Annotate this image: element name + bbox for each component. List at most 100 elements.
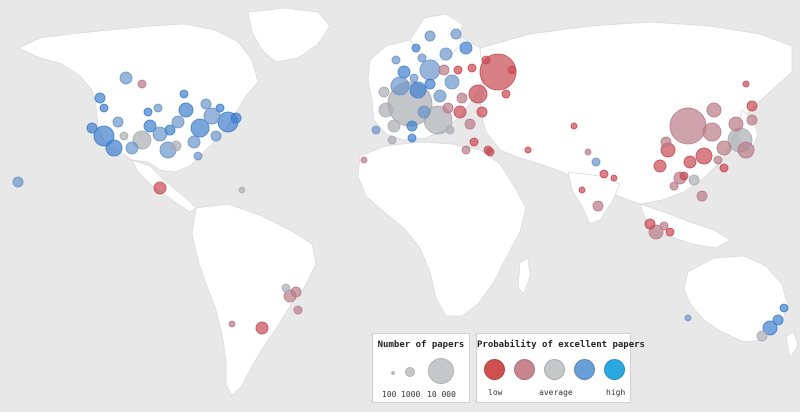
paper-bubble: [453, 105, 467, 119]
paper-bubble: [187, 135, 201, 149]
paper-bubble: [599, 169, 609, 179]
paper-bubble: [178, 102, 194, 118]
paper-bubble: [696, 190, 708, 202]
prob-swatch-4: [574, 359, 595, 380]
paper-bubble: [461, 145, 471, 155]
paper-bubble: [293, 305, 303, 315]
india: [567, 171, 621, 225]
prob-swatch-1: [484, 359, 505, 380]
paper-bubble: [417, 105, 431, 119]
size-label-10000: 10 000: [427, 390, 456, 399]
paper-bubble: [143, 107, 153, 117]
paper-bubble: [125, 141, 139, 155]
paper-bubble: [610, 174, 618, 182]
paper-bubble: [779, 303, 789, 313]
paper-bubble: [360, 156, 368, 164]
paper-bubble: [584, 148, 592, 156]
paper-bubble: [507, 65, 517, 75]
legend-probability: Probability of excellent papers low aver…: [476, 333, 645, 403]
paper-bubble: [228, 320, 236, 328]
paper-bubble: [453, 65, 463, 75]
paper-bubble: [179, 89, 189, 99]
paper-bubble: [424, 78, 436, 90]
paper-bubble: [669, 107, 707, 145]
prob-swatch-5: [604, 359, 625, 380]
paper-bubble: [591, 157, 601, 167]
paper-bubble: [485, 147, 495, 157]
size-label-1000: 1000: [401, 390, 421, 399]
paper-bubble: [290, 286, 302, 298]
paper-bubble: [215, 103, 225, 113]
paper-bubble: [653, 159, 667, 173]
paper-bubble: [86, 122, 98, 134]
paper-bubble: [578, 186, 586, 194]
paper-bubble: [409, 73, 419, 83]
paper-bubble: [137, 79, 147, 89]
paper-bubble: [390, 76, 410, 96]
paper-bubble: [438, 64, 450, 76]
paper-bubble: [679, 171, 689, 181]
paper-bubble: [746, 114, 758, 126]
size-label-100: 100: [382, 390, 397, 399]
paper-bubble: [665, 227, 675, 237]
paper-bubble: [406, 120, 418, 132]
paper-bubble: [481, 55, 491, 65]
paper-bubble: [378, 86, 390, 98]
paper-bubble: [659, 221, 669, 231]
paper-bubble: [387, 135, 397, 145]
prob-label-low: low: [488, 388, 503, 397]
paper-bubble: [456, 92, 468, 104]
paper-bubble: [99, 103, 109, 113]
paper-bubble: [190, 118, 210, 138]
paper-bubble: [433, 89, 447, 103]
paper-bubble: [132, 130, 152, 150]
paper-bubble: [423, 105, 453, 135]
paper-bubble: [371, 125, 381, 135]
paper-bubble: [171, 115, 185, 129]
paper-bubble: [170, 140, 182, 152]
paper-bubble: [467, 63, 477, 73]
paper-bubble: [728, 116, 744, 132]
paper-bubble: [702, 122, 722, 142]
paper-bubble: [439, 47, 453, 61]
paper-bubble: [695, 147, 713, 165]
paper-bubble: [713, 155, 723, 165]
paper-bubble: [12, 176, 24, 188]
paper-bubble: [524, 146, 532, 154]
size-swatch-10000: [428, 358, 454, 384]
paper-bubble: [450, 28, 462, 40]
south-america: [191, 203, 317, 397]
legend-number-of-papers: Number of papers 100 1000 10 000: [372, 333, 470, 403]
paper-bubble: [445, 125, 455, 135]
prob-label-high: high: [606, 388, 626, 397]
prob-swatch-3: [544, 359, 565, 380]
paper-bubble: [119, 131, 129, 141]
greenland: [247, 7, 331, 63]
paper-bubble: [407, 133, 417, 143]
paper-bubble: [476, 106, 488, 118]
paper-bubble: [501, 89, 511, 99]
paper-bubble: [716, 140, 732, 156]
paper-bubble: [570, 122, 578, 130]
paper-bubble: [193, 151, 203, 161]
paper-bubble: [411, 43, 421, 53]
paper-bubble: [255, 321, 269, 335]
paper-bubble: [391, 55, 401, 65]
prob-label-average: average: [539, 388, 573, 397]
paper-bubble: [737, 141, 755, 159]
paper-bubble: [683, 155, 697, 169]
paper-bubble: [210, 130, 222, 142]
paper-bubble: [444, 74, 460, 90]
new-zealand: [785, 331, 799, 359]
paper-bubble: [119, 71, 133, 85]
legend-size-title: Number of papers: [377, 340, 465, 350]
paper-bubble: [417, 53, 427, 63]
paper-bubble: [105, 139, 123, 157]
paper-bubbles: [12, 28, 789, 342]
paper-bubble: [94, 92, 106, 104]
paper-bubble: [378, 102, 394, 118]
paper-bubble: [459, 41, 473, 55]
legend-prob-title: Probability of excellent papers: [477, 340, 645, 350]
paper-bubble: [203, 107, 221, 125]
paper-bubble: [772, 314, 784, 326]
